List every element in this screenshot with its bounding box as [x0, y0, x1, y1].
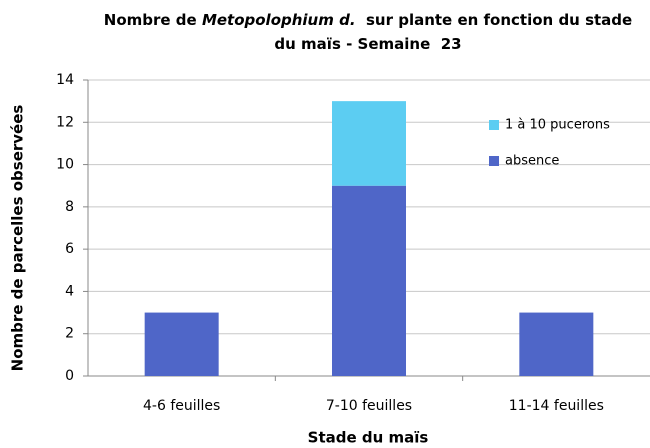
legend-swatch [489, 120, 499, 130]
bar-segment [332, 101, 406, 186]
chart-title: du maïs - Semaine 23 [274, 35, 461, 53]
legend-label: 1 à 10 pucerons [505, 118, 610, 133]
title-segment: Metopolophium d. [202, 11, 356, 29]
bar-segment [332, 185, 406, 376]
x-axis-label: Stade du maïs [308, 429, 429, 447]
y-tick-label: 10 [56, 157, 74, 173]
y-tick-label: 4 [65, 283, 74, 299]
x-tick-label: 11-14 feuilles [509, 398, 604, 414]
x-tick-label: 4-6 feuilles [143, 398, 220, 414]
bar-segment [144, 312, 219, 376]
title-segment: sur plante en fonction du stade [356, 11, 633, 29]
x-tick-label: 7-10 feuilles [326, 398, 412, 414]
bar-segment [519, 312, 594, 376]
chart-title: Nombre de Metopolophium d. sur plante en… [104, 11, 632, 29]
y-tick-label: 12 [56, 114, 74, 130]
title-segment: Nombre de [104, 11, 202, 29]
y-tick-label: 14 [56, 72, 74, 88]
title-segment: du maïs - Semaine 23 [274, 35, 461, 53]
y-tick-label: 6 [65, 241, 74, 257]
y-tick-label: 2 [65, 326, 74, 342]
y-tick-label: 8 [65, 199, 74, 215]
legend-label: absence [505, 154, 559, 169]
y-tick-label: 0 [65, 368, 74, 384]
legend-swatch [489, 156, 499, 166]
y-axis-label: Nombre de parcelles observées [9, 105, 27, 372]
